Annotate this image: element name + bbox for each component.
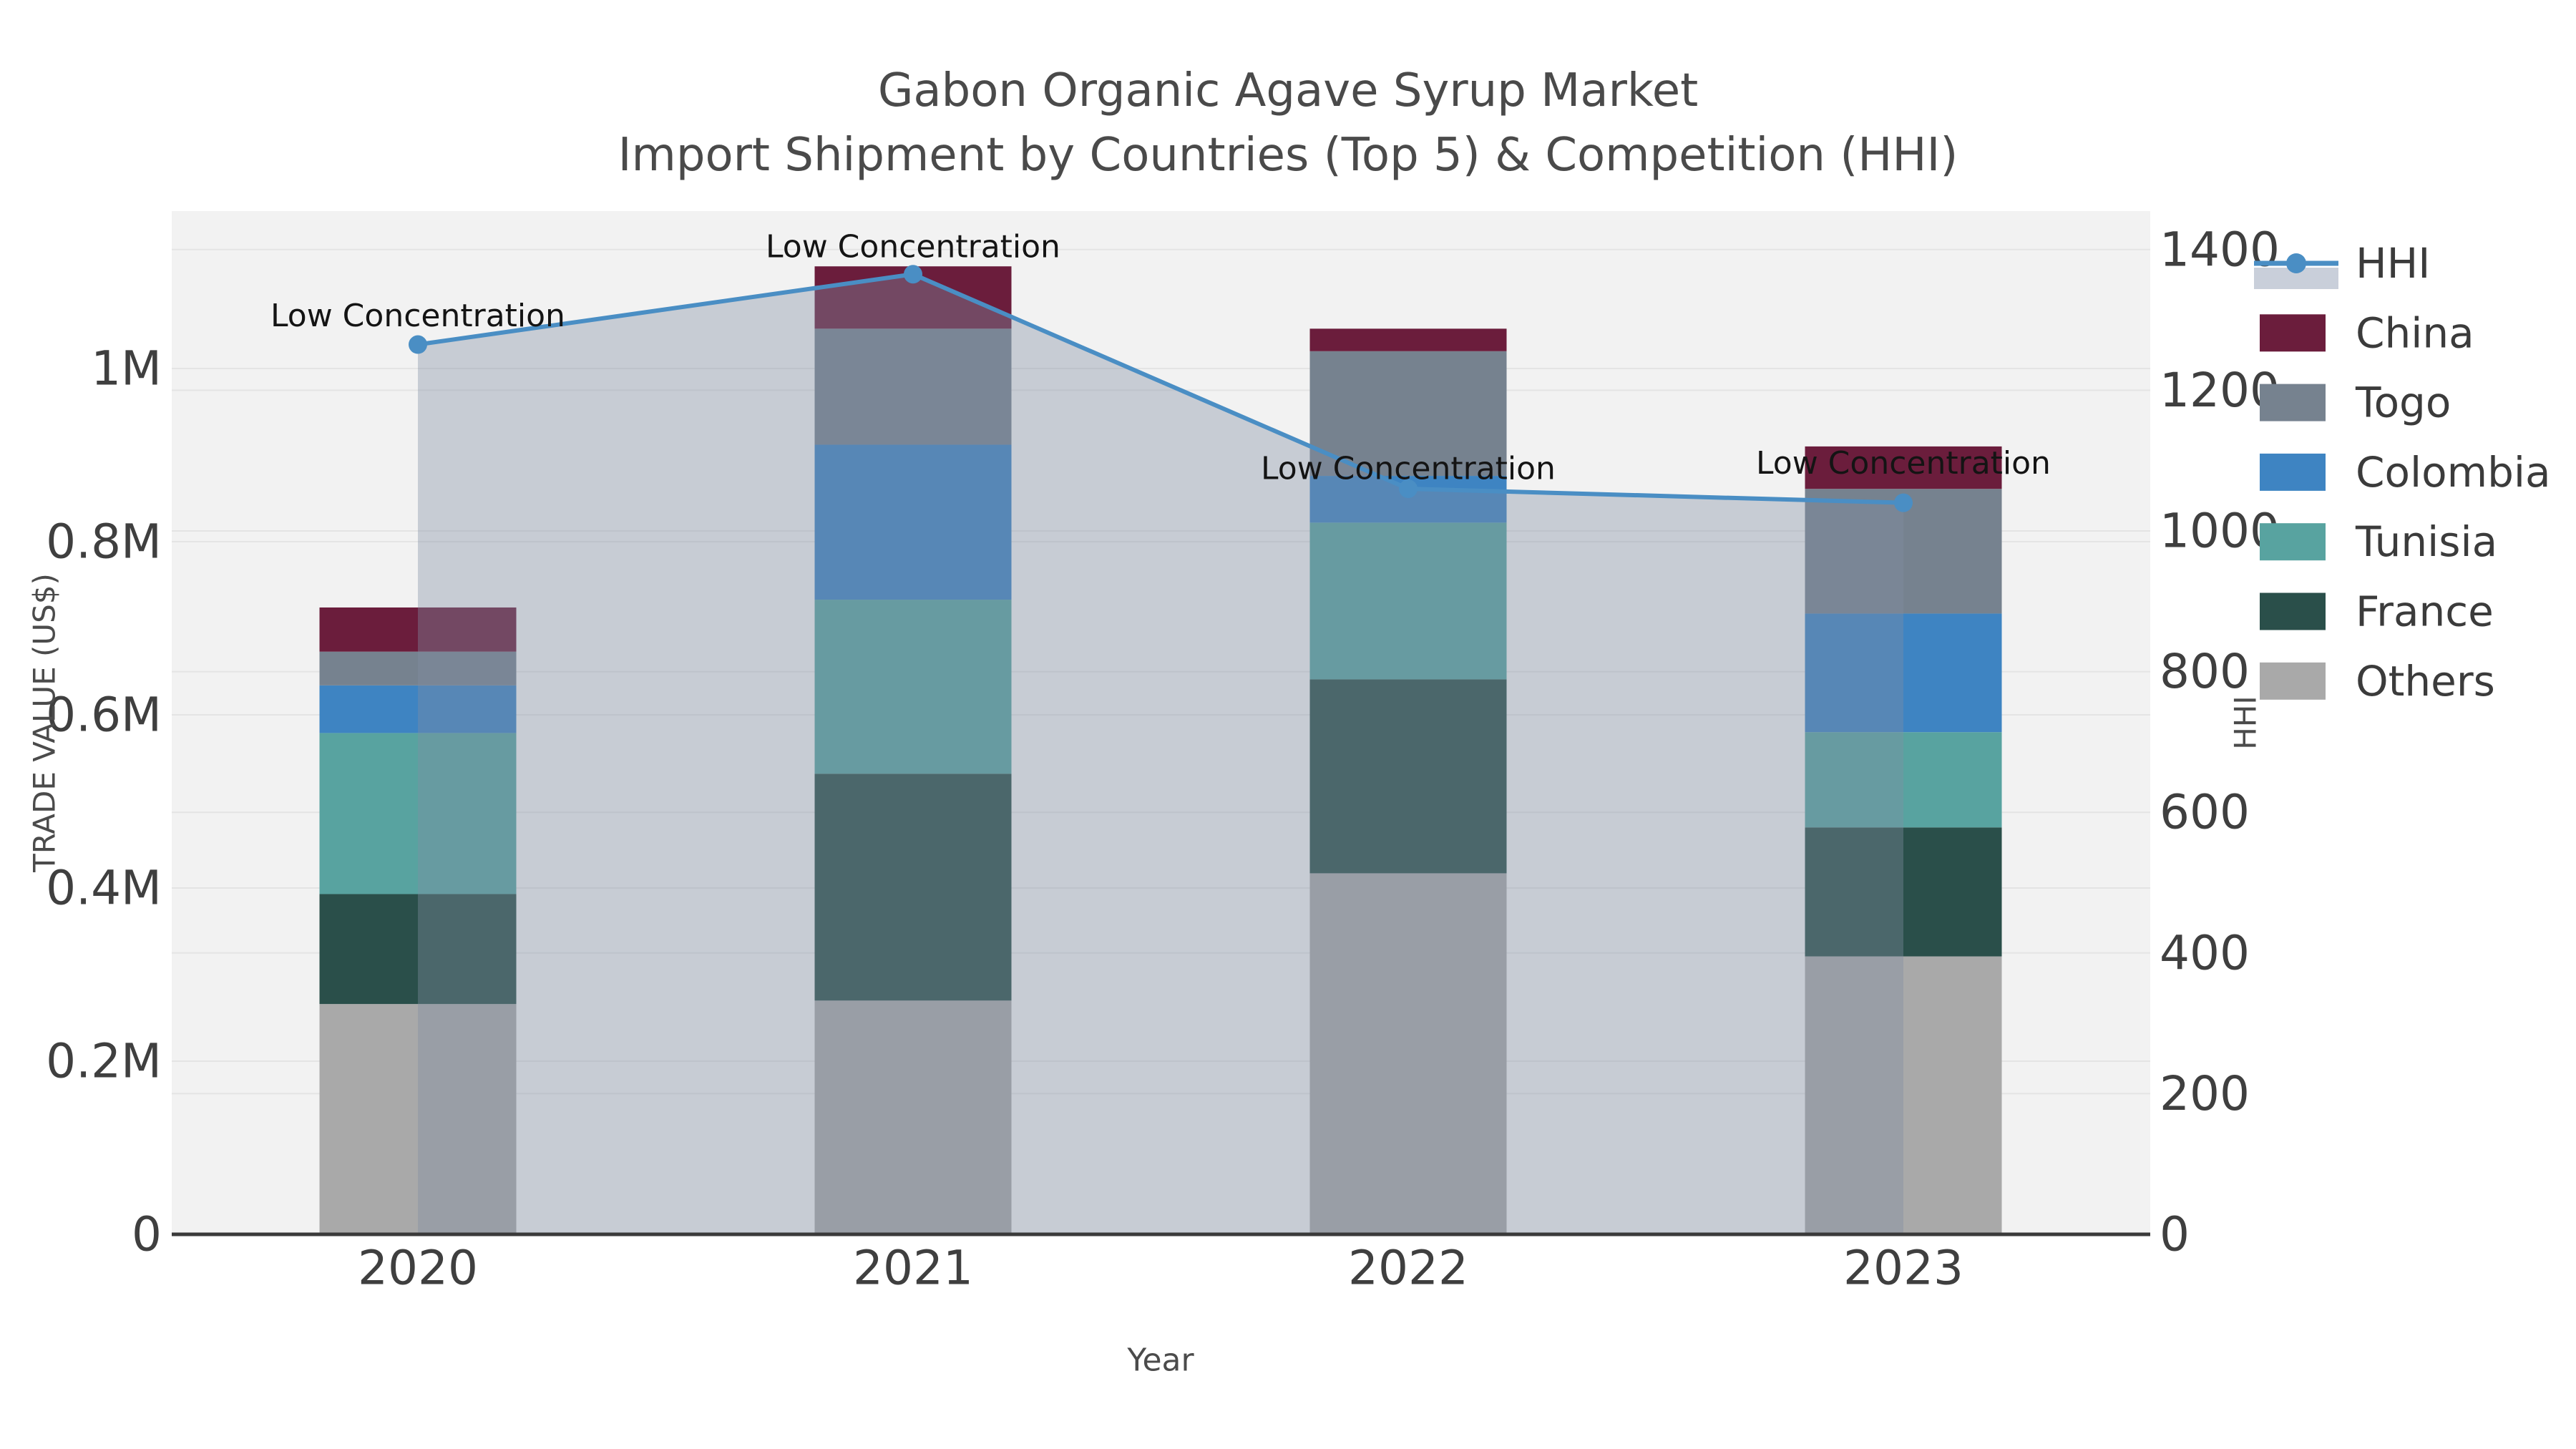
bar-segment-france-2020	[319, 894, 517, 1005]
bar-segment-togo-2021	[814, 328, 1012, 445]
bar-segment-colombia-2021	[814, 444, 1012, 600]
annotation-2021: Low Concentration	[766, 229, 1060, 265]
y-right-tick-label: 200	[2160, 1066, 2250, 1121]
chart-title-line2: Import Shipment by Countries (Top 5) & C…	[618, 129, 1958, 182]
bar-segment-togo-2022	[1309, 351, 1507, 477]
x-tick-label-2020: 2020	[358, 1241, 478, 1296]
legend-label-hhi: HHI	[2356, 239, 2430, 288]
legend-swatch-tunisia	[2260, 523, 2326, 561]
legend-label-france: France	[2356, 587, 2494, 636]
bar-segment-china-2022	[1309, 328, 1507, 351]
bar-segment-togo-2020	[319, 651, 517, 686]
x-tick-label-2023: 2023	[1843, 1241, 1963, 1296]
legend-swatch-china	[2260, 314, 2326, 352]
bar-segment-tunisia-2020	[319, 733, 517, 894]
y-right-tick-label: 600	[2160, 785, 2250, 840]
legend-swatch-others	[2260, 662, 2326, 700]
legend-label-china: China	[2356, 308, 2474, 357]
hhi-marker-2023	[1894, 493, 1913, 512]
legend-label-colombia: Colombia	[2356, 448, 2551, 497]
y-right-axis-label: HHI	[2228, 696, 2263, 750]
chart-title-line1: Gabon Organic Agave Syrup Market	[877, 64, 1699, 117]
y-left-axis-label: TRADE VALUE (US$)	[27, 573, 62, 873]
legend-label-others: Others	[2356, 657, 2495, 706]
y-left-tick-label: 0	[132, 1207, 162, 1262]
bar-segment-others-2021	[814, 1000, 1012, 1234]
annotation-2023: Low Concentration	[1756, 445, 2051, 482]
y-right-tick-label: 1000	[2160, 504, 2280, 559]
legend-swatch-hhi-marker	[2286, 253, 2306, 273]
y-left-tick-label: 0.2M	[46, 1034, 162, 1089]
x-axis-label: Year	[1126, 1342, 1194, 1379]
hhi-line	[417, 272, 1904, 505]
y-left-tick-label: 0.6M	[46, 688, 162, 743]
bar-segment-france-2022	[1309, 679, 1507, 874]
legend-label-tunisia: Tunisia	[2355, 517, 2497, 566]
bar-segment-others-2020	[319, 1004, 517, 1234]
bar-segment-colombia-2020	[319, 685, 517, 733]
y-right-tick-label: 1200	[2160, 363, 2280, 418]
y-right-tick-label: 400	[2160, 925, 2250, 980]
legend-label-togo: Togo	[2355, 379, 2451, 427]
bar-segment-tunisia-2021	[814, 600, 1012, 774]
bar-segment-china-2020	[319, 607, 517, 652]
y-left-tick-label: 1M	[91, 341, 162, 396]
bar-segment-others-2022	[1309, 873, 1507, 1234]
bar-segment-france-2021	[814, 774, 1012, 1001]
hhi-marker-2021	[904, 265, 922, 284]
bar-segment-tunisia-2022	[1309, 522, 1507, 680]
legend-swatch-togo	[2260, 384, 2326, 421]
hhi-marker-2022	[1399, 479, 1418, 499]
legend-swatch-colombia	[2260, 453, 2326, 491]
annotation-2022: Low Concentration	[1261, 451, 1556, 487]
x-tick-label-2021: 2021	[853, 1241, 973, 1296]
bar-segment-others-2023	[1805, 956, 2002, 1234]
hhi-marker-2020	[409, 335, 427, 354]
bar-segment-china-2023	[1805, 446, 2002, 489]
legend-swatch-france	[2260, 592, 2326, 630]
annotation-2020: Low Concentration	[270, 298, 565, 334]
y-left-tick-label: 0.4M	[46, 861, 162, 916]
y-right-tick-label: 0	[2160, 1207, 2190, 1262]
bar-segment-france-2023	[1805, 827, 2002, 957]
bar-segment-colombia-2023	[1805, 613, 2002, 733]
x-tick-label-2022: 2022	[1348, 1241, 1468, 1296]
bar-segment-tunisia-2023	[1805, 732, 2002, 828]
y-right-tick-label: 800	[2160, 644, 2250, 699]
y-left-tick-label: 0.8M	[46, 514, 162, 570]
hhi-area-fill	[418, 274, 1903, 1235]
